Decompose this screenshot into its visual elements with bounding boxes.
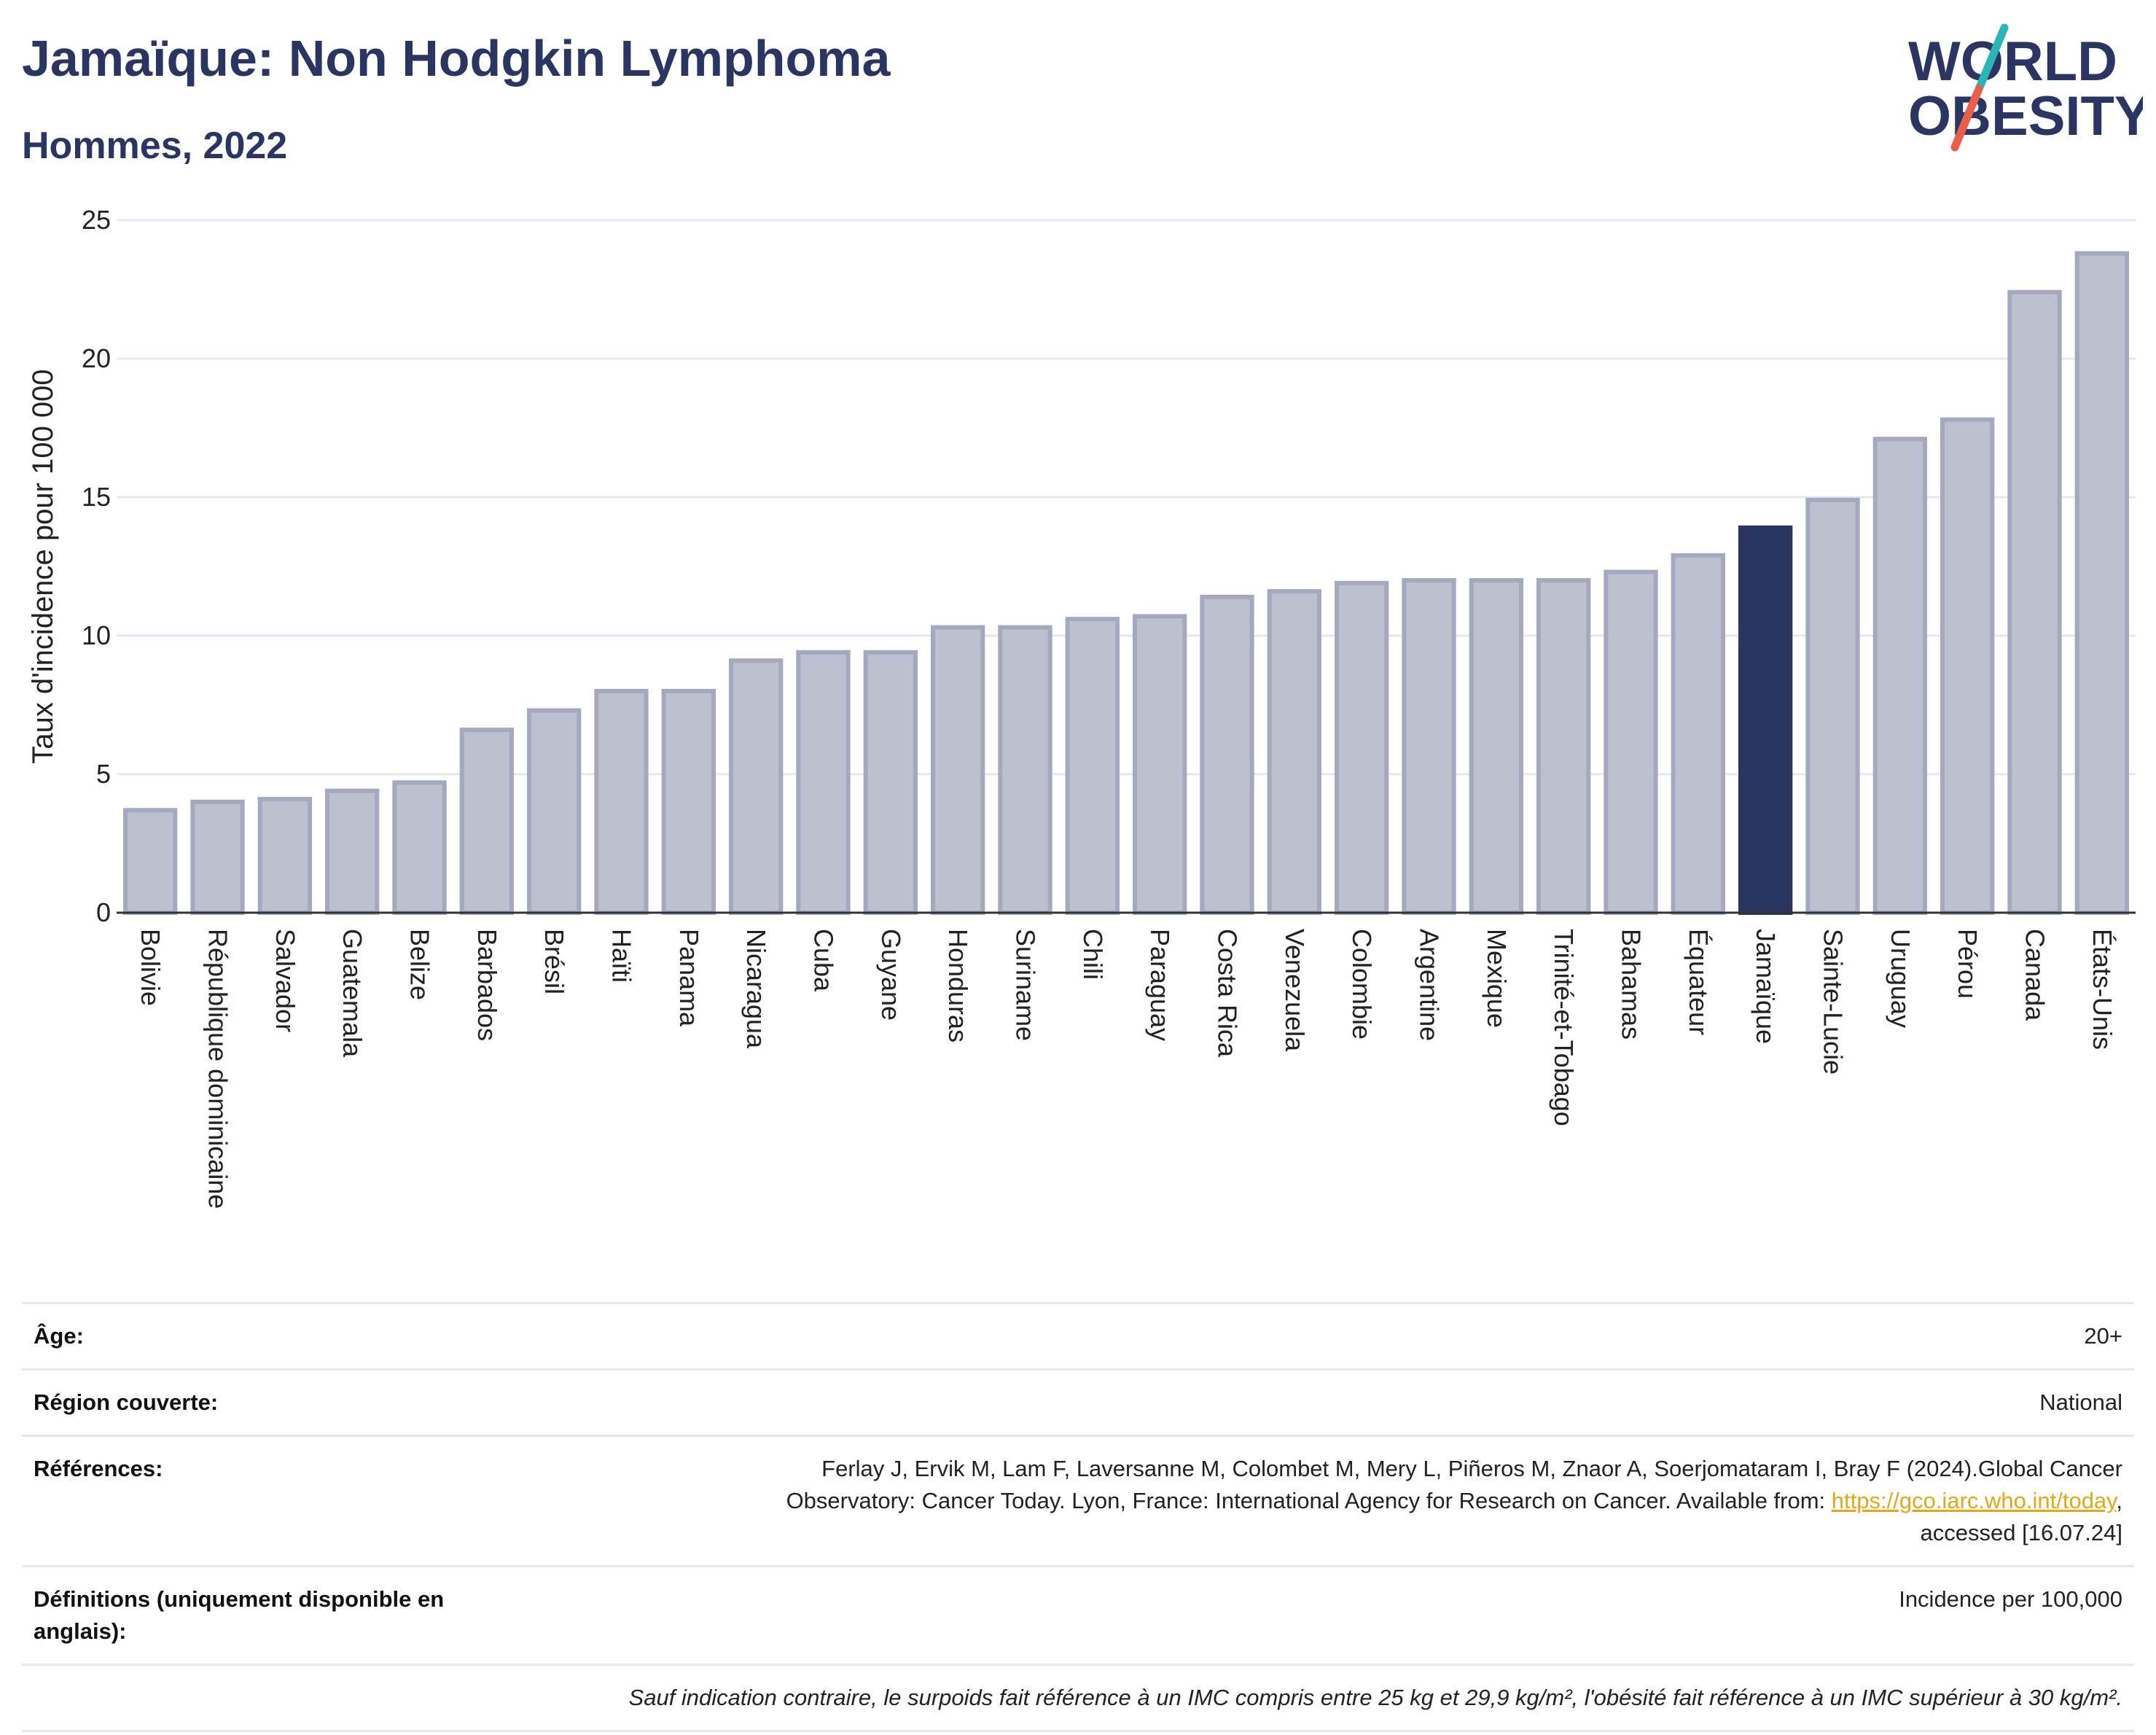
bar-colombie[interactable] bbox=[1335, 580, 1389, 915]
definitions-label: Définitions (uniquement disponible en an… bbox=[22, 1565, 512, 1665]
x-tick-label: Venezuela bbox=[1280, 929, 1310, 1052]
bar-guyane[interactable] bbox=[863, 650, 918, 915]
page-title: Jamaïque: Non Hodgkin Lymphoma bbox=[22, 30, 891, 87]
references-text-4: accessed [16.07.24] bbox=[1920, 1520, 2122, 1545]
x-tick-label: Guatemala bbox=[337, 929, 367, 1058]
bar-mexique[interactable] bbox=[1469, 578, 1523, 915]
bar-salvador[interactable] bbox=[257, 797, 312, 916]
bar-chart: 0 5 10 15 20 25 Bolivie République dominicaine… bbox=[27, 205, 2136, 1209]
region-value: National bbox=[512, 1368, 2134, 1436]
x-tick-label: Uruguay bbox=[1886, 929, 1915, 1028]
bar-honduras[interactable] bbox=[931, 625, 985, 915]
info-row-age: Âge: 20+ bbox=[22, 1302, 2134, 1370]
bar-jama-que[interactable] bbox=[1738, 525, 1793, 915]
world-obesity-logo: WORLD OBESITY bbox=[1908, 23, 2143, 152]
x-tick-label: Sainte-Lucie bbox=[1819, 929, 1848, 1075]
bar-panama[interactable] bbox=[661, 689, 716, 915]
x-tick-label: Panama bbox=[674, 929, 704, 1027]
x-tick-label: Mexique bbox=[1482, 929, 1512, 1028]
logo-slash-teal bbox=[1975, 23, 2009, 93]
bar--tats-unis[interactable] bbox=[2074, 251, 2129, 916]
references-text-2: Observatory: Cancer Today. Lyon, France:… bbox=[786, 1488, 1832, 1513]
x-tick-label: Colombie bbox=[1347, 929, 1377, 1040]
x-tick-label: Honduras bbox=[943, 929, 973, 1042]
y-axis-title: Taux d'incidence pour 100 000 bbox=[27, 369, 59, 763]
y-tick-labels: 0 5 10 15 20 25 bbox=[82, 205, 111, 927]
x-tick-label: Pérou bbox=[1953, 929, 1983, 999]
x-tick-label: États-Unis bbox=[2087, 929, 2117, 1050]
bar-belize[interactable] bbox=[392, 780, 447, 916]
info-table: Âge: 20+ Région couverte: National Référ… bbox=[22, 1302, 2134, 1732]
bar-ha-ti[interactable] bbox=[594, 689, 649, 915]
info-row-definitions: Définitions (uniquement disponible en an… bbox=[22, 1565, 2134, 1665]
page-subtitle: Hommes, 2022 bbox=[22, 125, 288, 167]
x-tick-label: Salvador bbox=[270, 929, 300, 1032]
x-tick-label: Argentine bbox=[1415, 929, 1445, 1041]
y-tick-label: 5 bbox=[96, 759, 111, 789]
bar-bahamas[interactable] bbox=[1604, 569, 1658, 915]
bar-br-sil[interactable] bbox=[527, 708, 582, 915]
logo-slash-coral bbox=[1950, 85, 1983, 152]
x-tick-label: Équateur bbox=[1684, 929, 1714, 1035]
age-value: 20+ bbox=[512, 1302, 2134, 1370]
grid-layer bbox=[117, 219, 2136, 776]
bar-guatemala[interactable] bbox=[325, 788, 380, 915]
x-tick-label: Costa Rica bbox=[1213, 929, 1243, 1058]
x-tick-label: République dominicaine bbox=[203, 929, 233, 1209]
x-tick-label: Bahamas bbox=[1617, 929, 1647, 1040]
references-text-3: , bbox=[2116, 1488, 2122, 1513]
x-tick-label: Bolivie bbox=[136, 929, 165, 1006]
y-tick-label: 20 bbox=[82, 343, 111, 373]
bar-sainte-lucie[interactable] bbox=[1805, 497, 1860, 915]
bar-canada[interactable] bbox=[2007, 289, 2062, 916]
x-tick-label: Paraguay bbox=[1145, 929, 1175, 1041]
y-tick-label: 0 bbox=[96, 897, 111, 927]
bar-costa-rica[interactable] bbox=[1200, 594, 1254, 915]
x-tick-label: Belize bbox=[405, 929, 435, 1000]
y-tick-label: 10 bbox=[82, 620, 111, 650]
bar-venezuela[interactable] bbox=[1267, 589, 1321, 915]
x-tick-label: Nicaragua bbox=[741, 929, 771, 1049]
x-tick-label: Canada bbox=[2020, 929, 2050, 1021]
references-link[interactable]: https://gco.iarc.who.int/today bbox=[1831, 1488, 2117, 1513]
x-tick-label: Suriname bbox=[1011, 929, 1041, 1041]
bar-uruguay[interactable] bbox=[1872, 437, 1927, 915]
references-label: Références: bbox=[22, 1435, 512, 1567]
definitions-value: Incidence per 100,000 bbox=[512, 1565, 2134, 1665]
x-tick-label: Chili bbox=[1078, 929, 1108, 980]
bar-layer bbox=[123, 251, 2129, 916]
bar-cuba[interactable] bbox=[796, 650, 851, 915]
bar--quateur[interactable] bbox=[1671, 553, 1725, 915]
bar-argentine[interactable] bbox=[1402, 578, 1456, 915]
bar-r-publique-dominicaine[interactable] bbox=[190, 800, 245, 915]
x-tick-label: Barbados bbox=[472, 929, 502, 1041]
bar-p-rou[interactable] bbox=[1940, 417, 1995, 916]
references-value: Ferlay J, Ervik M, Lam F, Laversanne M, … bbox=[512, 1435, 2134, 1567]
logo-line-2: OBESITY bbox=[1908, 85, 2143, 147]
bar-bolivie[interactable] bbox=[123, 808, 178, 916]
x-tick-label: Jamaïque bbox=[1751, 929, 1781, 1044]
bar-trinit-et-tobago[interactable] bbox=[1536, 578, 1591, 915]
logo-line-1: WORLD bbox=[1908, 31, 2117, 93]
x-tick-label: Haïti bbox=[607, 929, 637, 983]
info-row-region: Région couverte: National bbox=[22, 1368, 2134, 1436]
bar-chili[interactable] bbox=[1065, 617, 1120, 915]
bar-suriname[interactable] bbox=[998, 625, 1052, 915]
x-tick-label: Cuba bbox=[809, 929, 839, 992]
x-tick-label: Trinité-et-Tobago bbox=[1549, 929, 1579, 1126]
bar-barbados[interactable] bbox=[459, 728, 514, 916]
x-tick-labels: Bolivie République dominicaine Salvador Gua… bbox=[136, 929, 2117, 1209]
footnote: Sauf indication contraire, le surpoids f… bbox=[22, 1664, 2134, 1732]
region-label: Région couverte: bbox=[22, 1368, 512, 1436]
age-label: Âge: bbox=[22, 1302, 512, 1370]
references-text-1: Ferlay J, Ervik M, Lam F, Laversanne M, … bbox=[821, 1456, 2122, 1481]
x-tick-label: Guyane bbox=[876, 929, 906, 1021]
bar-paraguay[interactable] bbox=[1133, 614, 1187, 916]
bar-nicaragua[interactable] bbox=[729, 658, 784, 915]
info-row-note: Sauf indication contraire, le surpoids f… bbox=[22, 1664, 2134, 1732]
info-row-references: Références: Ferlay J, Ervik M, Lam F, La… bbox=[22, 1435, 2134, 1567]
y-tick-label: 15 bbox=[82, 482, 111, 512]
y-tick-label: 25 bbox=[82, 205, 111, 235]
x-tick-label: Brésil bbox=[539, 929, 569, 994]
